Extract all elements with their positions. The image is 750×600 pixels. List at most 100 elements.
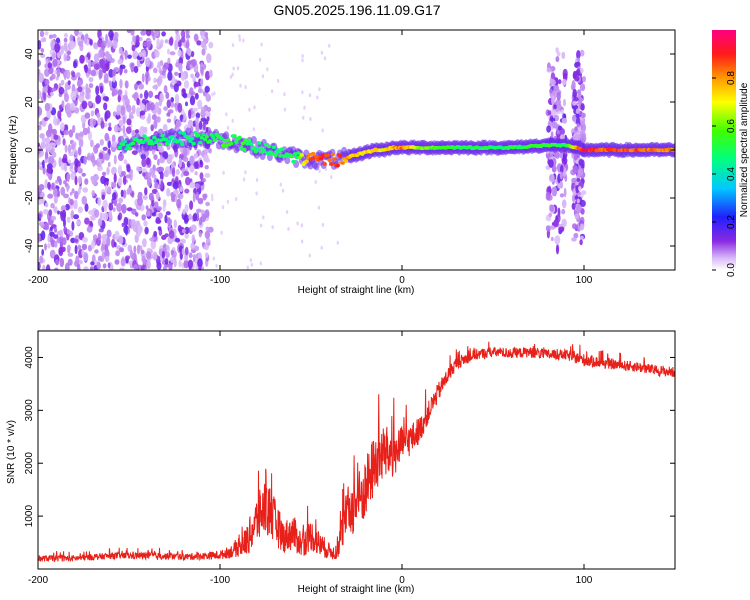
spectrogram-noise-dot xyxy=(69,102,76,111)
spectrogram-faint-dot xyxy=(242,177,246,182)
spectrogram-noise-dot xyxy=(50,203,55,209)
spectrogram-noise-dot xyxy=(58,104,63,111)
spectrogram-noise-dot xyxy=(111,134,116,143)
spectrogram-noise-dot xyxy=(79,95,83,101)
spectrogram-faint-dot xyxy=(266,67,269,72)
spectrogram-noise-dot xyxy=(93,63,100,70)
spectrogram-noise-dot xyxy=(576,68,581,77)
spectrogram-noise-dot xyxy=(63,71,67,80)
spectrogram-noise-dot xyxy=(99,85,104,94)
spectrogram-noise-dot xyxy=(74,190,79,200)
snr-y-tick-label: 1000 xyxy=(24,505,35,528)
spectrogram-ridge-point xyxy=(211,135,216,139)
spectrogram-ridge-point xyxy=(263,142,268,147)
spectrogram-noise-dot xyxy=(204,252,209,258)
spectrogram-noise-dot xyxy=(181,88,186,93)
spectrogram-noise-dot xyxy=(160,179,164,190)
spectrogram-noise-dot xyxy=(47,234,51,243)
spectrogram-noise-dot xyxy=(183,112,187,121)
spectrogram-noise-dot xyxy=(74,244,78,255)
spectrogram-noise-dot xyxy=(124,98,130,106)
spectrogram-noise-dot xyxy=(167,218,173,226)
spectrogram-noise-dot xyxy=(579,223,585,231)
spectrogram-noise-dot xyxy=(78,138,84,148)
spectrogram-y-tick-label: 40 xyxy=(24,48,35,60)
spectrogram-noise-dot xyxy=(560,128,565,136)
spectrogram-noise-dot xyxy=(183,170,190,177)
spectrogram-noise-dot xyxy=(195,112,201,119)
spectrogram-noise-dot xyxy=(114,230,120,240)
spectrogram-noise-dot xyxy=(180,36,186,43)
spectrogram-faint-dot xyxy=(244,170,247,175)
spectrogram-noise-dot xyxy=(62,138,66,146)
spectrogram-noise-dot xyxy=(173,83,179,93)
spectrogram-noise-dot xyxy=(125,126,132,134)
spectrogram-noise-dot xyxy=(184,246,189,256)
spectrogram-noise-dot xyxy=(39,133,45,139)
spectrogram-noise-dot xyxy=(86,226,93,233)
spectrogram-noise-dot xyxy=(146,176,152,187)
spectrogram-faint-dot xyxy=(213,91,216,96)
spectrogram-noise-dot xyxy=(52,187,58,198)
spectrogram-noise-dot xyxy=(38,124,42,131)
spectrogram-ridge-point xyxy=(256,141,262,145)
spectrogram-faint-dot xyxy=(317,205,321,210)
colorbar-tick-label: 0.6 xyxy=(726,119,737,133)
spectrogram-noise-dot xyxy=(95,143,101,149)
spectrogram-noise-dot xyxy=(576,57,581,62)
spectrogram-noise-dot xyxy=(206,116,210,122)
spectrogram-noise-dot xyxy=(546,67,552,73)
spectrogram-noise-dot xyxy=(190,59,197,67)
spectrogram-noise-dot xyxy=(58,229,64,237)
spectrogram-noise-dot xyxy=(81,91,85,96)
spectrogram-faint-dot xyxy=(235,197,238,201)
spectrogram-faint-dot xyxy=(283,92,286,97)
spectrogram-ridge-point xyxy=(253,149,259,154)
spectrogram-faint-dot xyxy=(261,74,265,79)
spectrogram-noise-dot xyxy=(76,220,81,226)
spectrogram-ridge-point xyxy=(220,143,226,148)
spectrogram-noise-dot xyxy=(146,260,151,270)
spectrogram-noise-dot xyxy=(198,230,202,238)
spectrogram-noise-dot xyxy=(67,144,72,154)
spectrogram-x-tick-label: 100 xyxy=(576,275,593,286)
spectrogram-noise-dot xyxy=(156,206,162,212)
spectrogram-ridge-point xyxy=(207,139,213,143)
spectrogram-noise-dot xyxy=(561,51,566,60)
spectrogram-y-tick-label: -20 xyxy=(24,190,35,205)
spectrogram-ridge-point xyxy=(145,136,150,141)
spectrogram-noise-dot xyxy=(147,76,151,82)
spectrogram-faint-dot xyxy=(318,87,321,92)
spectrogram-ridge-point xyxy=(237,135,242,140)
spectrogram-noise-dot xyxy=(556,244,559,255)
spectrogram-noise-dot xyxy=(193,245,200,252)
spectrogram-noise-dot xyxy=(119,267,125,270)
spectrogram-ridge-point xyxy=(130,141,136,145)
spectrogram-noise-dot xyxy=(208,226,214,233)
spectrogram-noise-dot xyxy=(204,172,211,178)
spectrogram-noise-dot xyxy=(44,222,50,231)
spectrogram-noise-dot xyxy=(158,212,163,219)
spectrogram-noise-dot xyxy=(205,201,211,207)
spectrogram-noise-dot xyxy=(89,39,93,46)
spectrogram-noise-dot xyxy=(51,52,56,60)
spectrogram-ridge-point xyxy=(337,153,342,158)
spectrogram-noise-dot xyxy=(90,261,95,266)
spectrogram-noise-dot xyxy=(113,124,119,133)
spectrogram-noise-dot xyxy=(72,125,76,133)
spectrogram-noise-dot xyxy=(53,115,57,123)
spectrogram-ridge-point xyxy=(219,136,224,141)
spectrogram-noise-dot xyxy=(51,249,56,258)
spectrogram-noise-dot xyxy=(136,167,143,172)
spectrogram-noise-dot xyxy=(131,150,138,156)
snr-x-tick-label: 100 xyxy=(576,575,593,586)
spectrogram-noise-dot xyxy=(557,79,562,85)
spectrogram-faint-dot xyxy=(211,197,214,202)
spectrogram-noise-dot xyxy=(177,49,182,57)
spectrogram-faint-dot xyxy=(316,95,319,100)
spectrogram-noise-dot xyxy=(131,104,136,115)
spectrogram-noise-dot xyxy=(81,172,86,177)
spectrogram-noise-dot xyxy=(189,91,196,96)
spectrogram-noise-dot xyxy=(127,54,132,59)
spectrogram-noise-dot xyxy=(88,83,94,89)
